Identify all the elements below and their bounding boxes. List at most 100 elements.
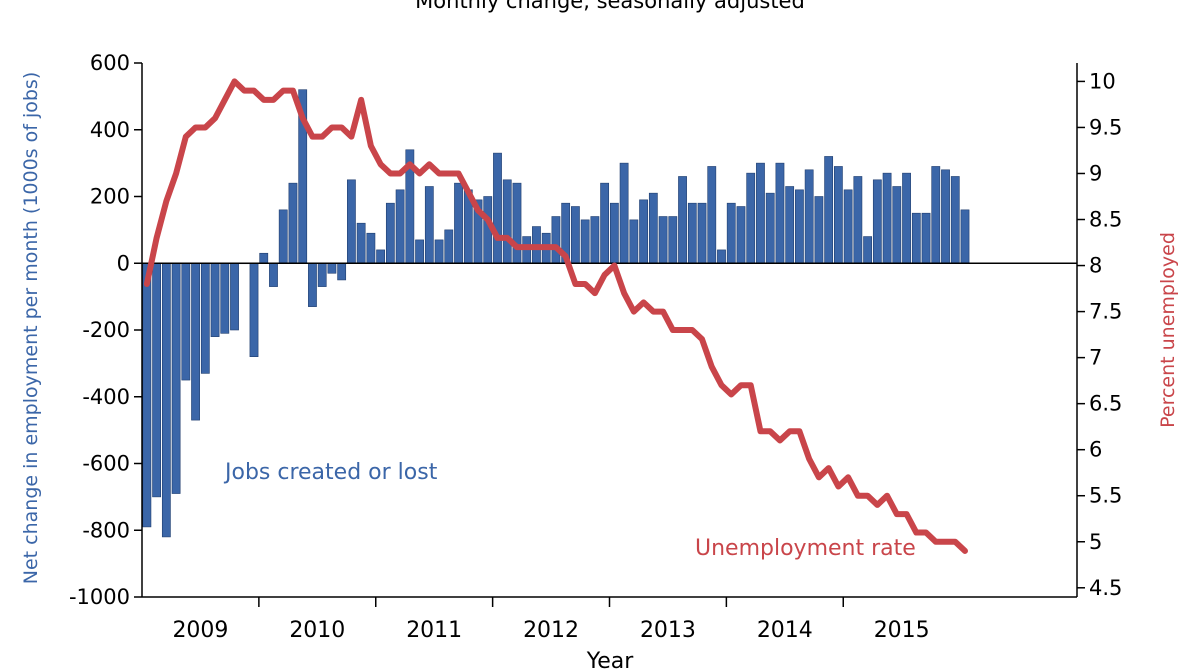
right-axis-label: Percent unemployed xyxy=(1157,232,1179,428)
jobs-bar xyxy=(863,236,872,264)
right-tick-label: 4.5 xyxy=(1089,576,1122,600)
jobs-bar xyxy=(902,172,911,264)
right-tick-label: 6.5 xyxy=(1089,392,1122,416)
right-tick-label: 7.5 xyxy=(1089,300,1122,324)
jobs-bar xyxy=(765,192,775,264)
jobs-bar xyxy=(337,262,347,281)
jobs-bar xyxy=(327,262,337,274)
jobs-bar xyxy=(668,216,678,264)
jobs-bar xyxy=(736,206,746,264)
jobs-bar xyxy=(697,202,707,264)
jobs-bar xyxy=(931,166,941,264)
right-tick-label: 10 xyxy=(1089,69,1116,93)
jobs-series-label: Jobs created or lost xyxy=(223,460,438,485)
x-axis-ticks: 2009 2010 2011 2012 2013 2014 2015 xyxy=(172,597,930,643)
jobs-bar xyxy=(210,262,220,337)
x-tick-label: 2011 xyxy=(406,618,462,643)
left-tick-label: -600 xyxy=(82,452,130,476)
jobs-bar xyxy=(434,239,444,264)
jobs-bar xyxy=(921,212,931,264)
jobs-bar xyxy=(181,262,191,381)
jobs-bar xyxy=(639,199,648,264)
jobs-bar xyxy=(658,216,668,264)
jobs-bar xyxy=(493,152,502,264)
right-tick-label: 8.5 xyxy=(1089,208,1122,232)
jobs-bar xyxy=(687,202,697,264)
jobs-bar xyxy=(571,206,580,264)
jobs-bar xyxy=(259,252,269,264)
jobs-bar xyxy=(220,262,230,334)
right-tick-label: 5 xyxy=(1089,530,1102,554)
jobs-bar xyxy=(152,262,162,498)
jobs-bar xyxy=(804,169,814,264)
jobs-bar xyxy=(249,262,259,357)
jobs-bar xyxy=(288,182,298,264)
jobs-bar xyxy=(950,176,960,264)
x-tick-label: 2012 xyxy=(523,618,579,643)
x-axis-label: Year xyxy=(586,649,635,672)
jobs-bar xyxy=(756,162,765,264)
jobs-bar xyxy=(502,179,512,264)
jobs-bar xyxy=(385,202,395,264)
left-tick-label: 0 xyxy=(117,251,130,275)
jobs-bar xyxy=(600,182,610,264)
right-axis-ticks: 10 9.5 9 8.5 8 7.5 7 6.5 6 5.5 5 4.5 xyxy=(1077,69,1122,600)
jobs-bars xyxy=(142,89,970,538)
jobs-bar xyxy=(726,202,736,264)
jobs-bar xyxy=(269,262,278,287)
jobs-bar xyxy=(824,156,834,264)
jobs-bar xyxy=(366,232,376,264)
left-tick-label: -200 xyxy=(82,318,130,342)
left-tick-label: -400 xyxy=(82,385,130,409)
jobs-bar xyxy=(775,162,785,264)
right-tick-label: 9.5 xyxy=(1089,115,1122,139)
jobs-bar xyxy=(795,189,804,264)
axes xyxy=(141,63,1078,598)
left-axis-ticks: 600 400 200 0 -200 -400 -600 -800 -1000 xyxy=(69,51,142,609)
jobs-bar xyxy=(161,262,171,538)
jobs-bar xyxy=(356,222,366,264)
left-tick-label: 200 xyxy=(90,185,130,209)
jobs-bar xyxy=(191,262,200,421)
jobs-bar xyxy=(142,262,152,528)
jobs-bar xyxy=(843,189,853,264)
left-tick-label: -800 xyxy=(82,518,130,542)
jobs-bar xyxy=(308,262,317,307)
jobs-bar xyxy=(707,166,717,264)
jobs-bar xyxy=(376,249,386,264)
jobs-bar xyxy=(872,179,882,264)
x-tick-label: 2010 xyxy=(289,618,345,643)
jobs-bar xyxy=(648,192,658,264)
jobs-bar xyxy=(347,179,356,264)
jobs-bar xyxy=(941,169,950,264)
jobs-bar xyxy=(171,262,181,494)
unemployment-line xyxy=(143,78,968,554)
chart-subtitle: Monthly change, seasonally adjusted xyxy=(415,0,805,13)
jobs-bar xyxy=(415,239,424,264)
right-tick-label: 8 xyxy=(1089,254,1102,278)
jobs-bar xyxy=(960,209,970,264)
jobs-bar xyxy=(833,166,843,264)
right-tick-label: 5.5 xyxy=(1089,484,1122,508)
x-tick-label: 2013 xyxy=(640,618,696,643)
jobs-bar xyxy=(892,186,902,264)
jobs-bar xyxy=(746,172,756,264)
jobs-bar xyxy=(395,189,405,264)
unemployment-line-layer xyxy=(143,78,968,554)
jobs-bar xyxy=(619,162,629,264)
jobs-bar xyxy=(278,209,288,264)
left-axis-label: Net change in employment per month (1000… xyxy=(20,72,42,585)
right-tick-label: 9 xyxy=(1089,161,1102,185)
jobs-bar xyxy=(512,182,522,264)
jobs-bar xyxy=(814,196,824,264)
left-tick-label: -1000 xyxy=(69,585,130,609)
jobs-bar xyxy=(785,186,795,264)
jobs-bar xyxy=(717,249,726,264)
right-tick-label: 7 xyxy=(1089,346,1102,370)
unemployment-series-label: Unemployment rate xyxy=(695,536,916,561)
jobs-bar xyxy=(911,212,921,264)
jobs-bar xyxy=(200,262,210,374)
jobs-bar xyxy=(853,176,863,264)
jobs-bar xyxy=(317,262,327,287)
